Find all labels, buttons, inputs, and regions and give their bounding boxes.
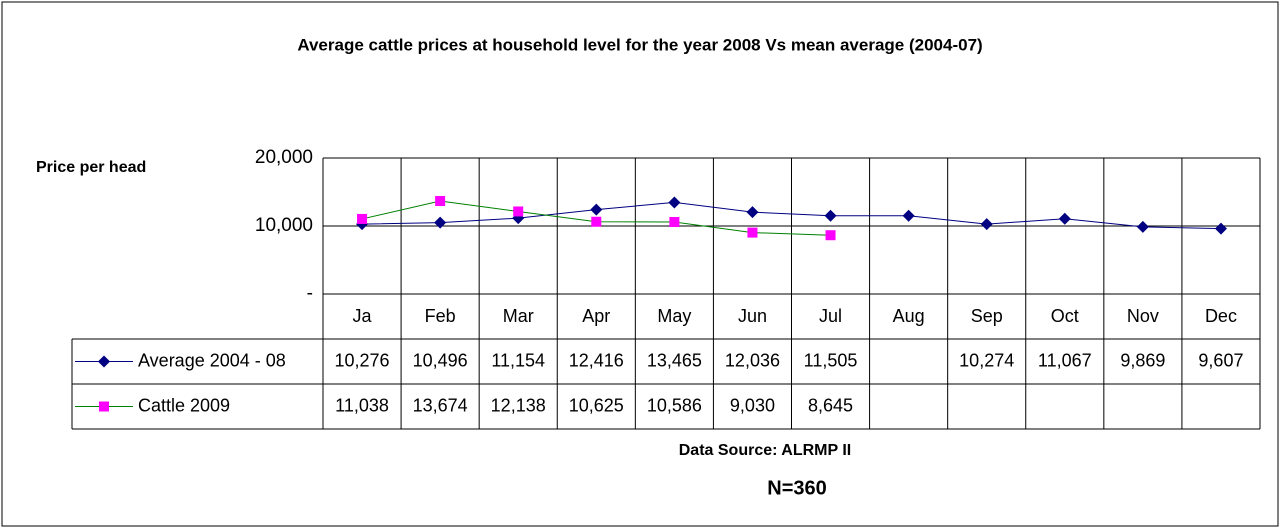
x-tick-label: Dec	[1205, 306, 1237, 326]
table-value: 11,505	[804, 350, 858, 370]
y-tick-label: 10,000	[255, 215, 313, 236]
x-tick-label: Apr	[582, 306, 610, 326]
source-note: Data Source: ALRMP II	[679, 442, 851, 459]
table-value: 10,274	[959, 350, 1014, 370]
table-value: 10,496	[413, 350, 468, 370]
legend-marker	[98, 355, 110, 368]
data-point	[1058, 212, 1071, 225]
table-value: 13,465	[647, 350, 702, 370]
data-point	[746, 206, 759, 219]
data-point	[668, 196, 681, 209]
y-tick-label: 20,000	[255, 147, 313, 168]
data-point	[1136, 220, 1149, 233]
table-value: 10,276	[335, 350, 390, 370]
x-tick-label: Oct	[1051, 306, 1079, 326]
x-tick-label: May	[657, 306, 691, 326]
x-tick-label: Ja	[353, 306, 373, 326]
x-tick-label: Aug	[893, 306, 925, 326]
data-point	[434, 216, 447, 229]
sample-note: N=360	[767, 477, 827, 499]
data-point	[513, 206, 524, 217]
x-tick-label: Feb	[425, 306, 456, 326]
x-tick-label: Mar	[503, 306, 534, 326]
table-value: 8,645	[808, 395, 853, 415]
data-point	[824, 209, 837, 222]
y-axis-label: Price per head	[36, 159, 146, 176]
y-tick-label: -	[307, 283, 313, 304]
x-tick-label: Nov	[1127, 306, 1159, 326]
table-value: 13,674	[413, 395, 468, 415]
data-point	[590, 203, 603, 216]
data-point	[669, 217, 680, 228]
x-tick-label: Jul	[819, 306, 842, 326]
x-tick-label: Jun	[738, 306, 767, 326]
table-value: 11,038	[335, 395, 389, 415]
table-value: 12,036	[725, 350, 780, 370]
legend-label: Cattle 2009	[138, 395, 230, 415]
table-value: 11,067	[1038, 350, 1092, 370]
data-point	[435, 196, 446, 207]
data-point	[980, 218, 993, 231]
table-value: 9,030	[730, 395, 775, 415]
data-point	[357, 213, 368, 224]
table-value: 11,154	[491, 350, 545, 370]
legend-label: Average 2004 - 08	[138, 350, 286, 370]
chart-title: Average cattle prices at household level…	[297, 35, 982, 54]
data-point	[1214, 222, 1227, 235]
series-line	[362, 201, 1221, 230]
table-value: 10,586	[647, 395, 702, 415]
legend-marker	[99, 401, 109, 412]
table-value: 10,625	[569, 395, 624, 415]
table-value: 12,416	[569, 350, 624, 370]
x-tick-label: Sep	[971, 306, 1003, 326]
data-point	[825, 230, 836, 241]
data-point	[747, 227, 758, 238]
table-value: 9,607	[1198, 350, 1243, 370]
data-point	[902, 209, 915, 222]
table-value: 9,869	[1120, 350, 1165, 370]
data-point	[591, 216, 602, 227]
table-value: 12,138	[491, 395, 546, 415]
